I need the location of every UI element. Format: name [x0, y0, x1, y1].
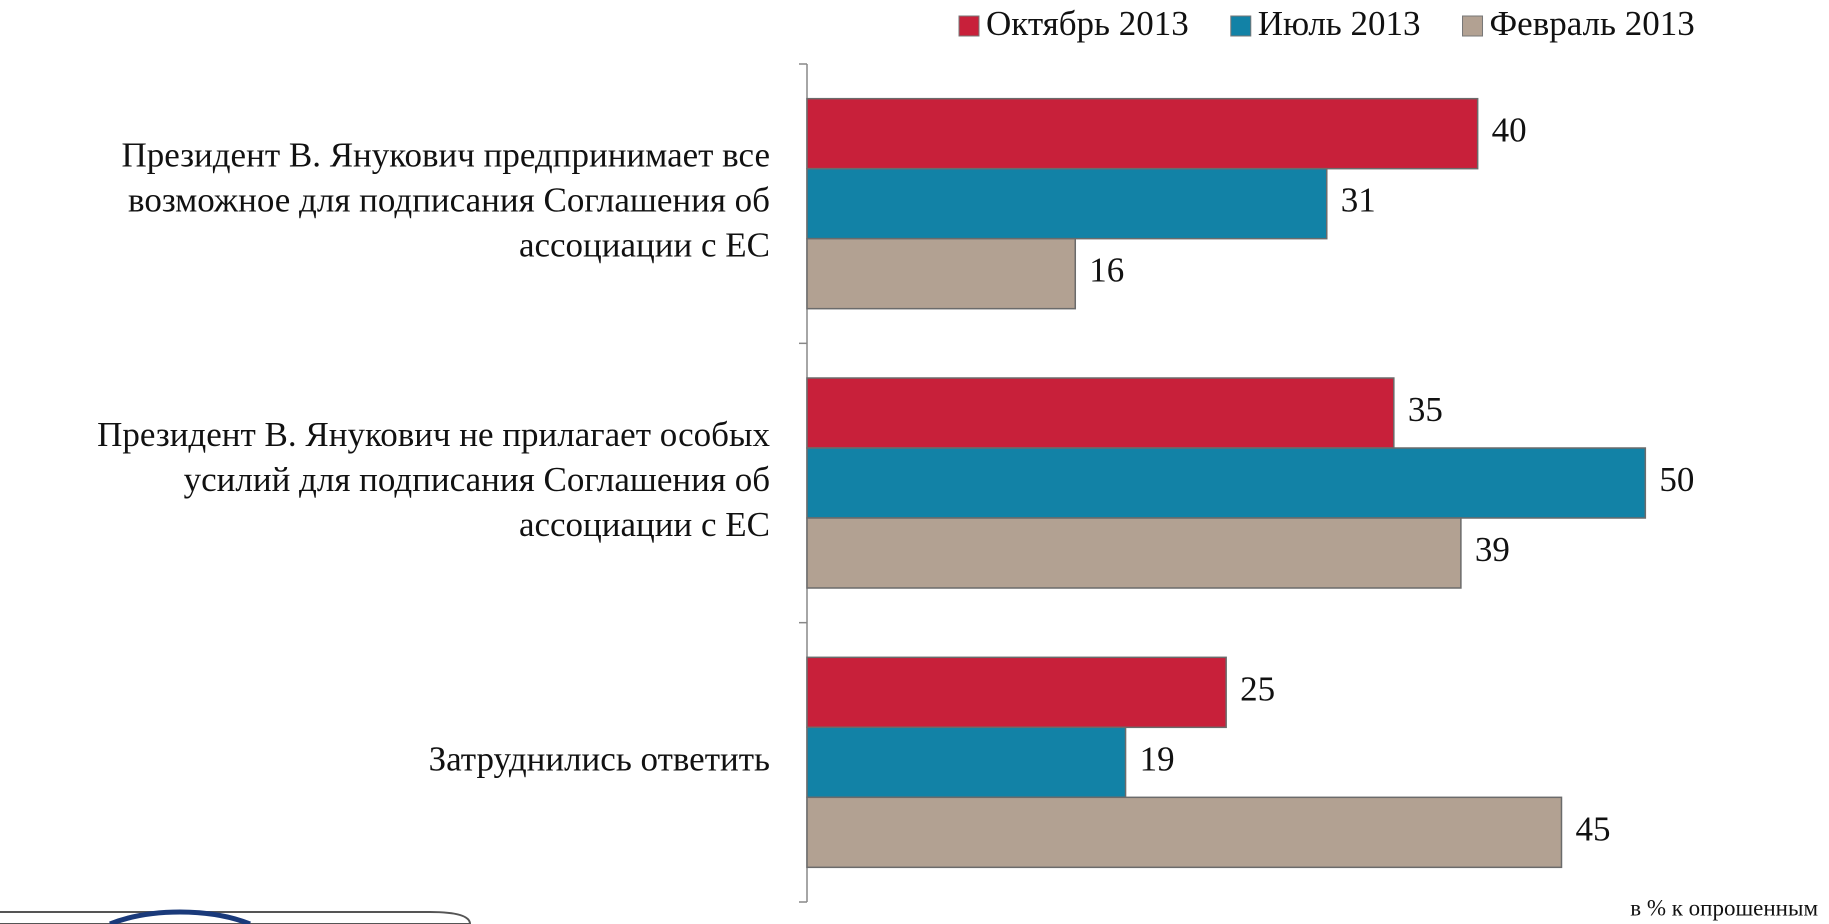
- category-label: Затруднились ответить: [429, 739, 770, 778]
- legend-swatch: [1462, 15, 1484, 37]
- bar: [806, 377, 1395, 449]
- value-label: 39: [1475, 530, 1510, 569]
- legend-label: Февраль 2013: [1490, 4, 1695, 43]
- legend-swatch: [958, 15, 980, 37]
- legend-label: Октябрь 2013: [986, 4, 1189, 43]
- value-label: 31: [1341, 181, 1376, 220]
- category-label: Президент В. Янукович предпринимает все в…: [121, 136, 770, 265]
- bar: [806, 656, 1227, 729]
- category-label: Президент В. Янукович не прилагает особы…: [97, 415, 770, 544]
- value-label: 50: [1659, 460, 1694, 499]
- value-label: 19: [1140, 739, 1175, 778]
- bar: [806, 237, 1077, 310]
- bar: [806, 517, 1462, 589]
- bar: [806, 796, 1563, 869]
- legend-label: Июль 2013: [1258, 4, 1421, 43]
- value-label: 40: [1492, 111, 1527, 150]
- value-label: 25: [1240, 669, 1275, 708]
- value-label: 16: [1089, 251, 1124, 290]
- value-label: 45: [1576, 809, 1611, 848]
- value-label: 35: [1408, 390, 1443, 429]
- bar: [806, 726, 1127, 799]
- logo: [109, 909, 251, 924]
- bar: [806, 97, 1479, 170]
- bar: [806, 447, 1647, 519]
- unit-note: в % к опрошенным: [1630, 895, 1818, 920]
- legend-swatch: [1230, 15, 1252, 37]
- bar: [806, 167, 1328, 240]
